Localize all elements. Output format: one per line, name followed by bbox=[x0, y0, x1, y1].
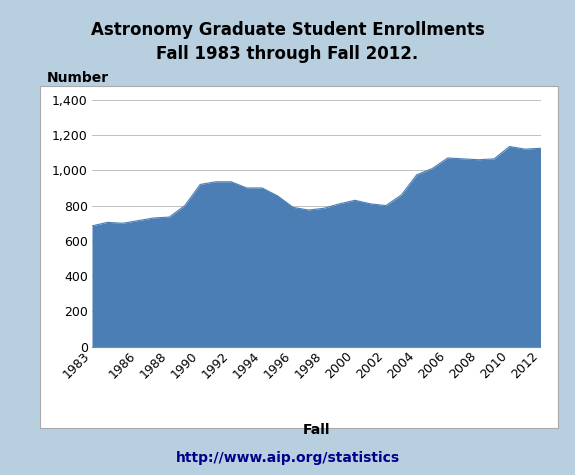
X-axis label: Fall: Fall bbox=[302, 423, 330, 437]
Text: Number: Number bbox=[47, 71, 109, 85]
Text: http://www.aip.org/statistics: http://www.aip.org/statistics bbox=[175, 451, 400, 466]
Text: Astronomy Graduate Student Enrollments
Fall 1983 through Fall 2012.: Astronomy Graduate Student Enrollments F… bbox=[91, 21, 484, 63]
